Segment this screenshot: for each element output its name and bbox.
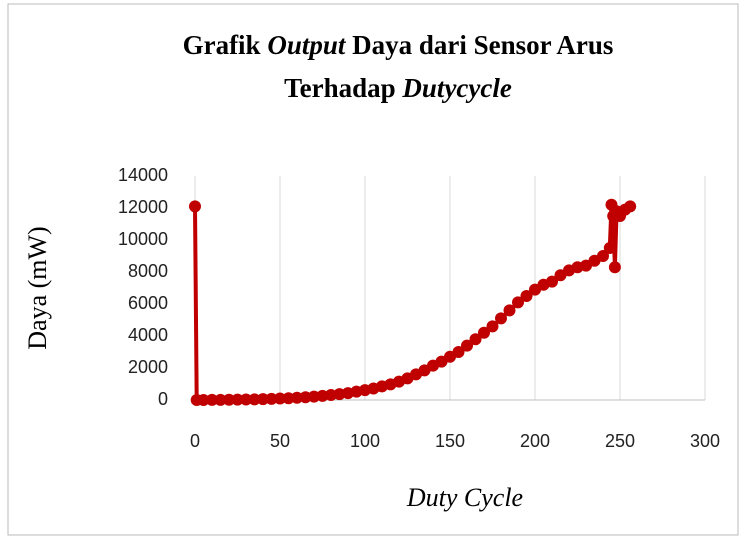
data-point xyxy=(461,339,473,352)
chart-title: Terhadap Dutycycle xyxy=(284,73,512,103)
x-tick-label: 100 xyxy=(350,431,380,451)
x-tick-label: 150 xyxy=(435,431,465,451)
data-point xyxy=(282,392,295,405)
y-tick-label: 8000 xyxy=(128,261,168,281)
data-point xyxy=(231,393,244,406)
data-point xyxy=(452,346,465,358)
y-tick-label: 0 xyxy=(158,389,168,409)
data-point xyxy=(603,242,616,254)
data-point xyxy=(546,275,558,288)
x-tick-label: 200 xyxy=(520,431,550,451)
data-point xyxy=(189,200,201,213)
data-point xyxy=(274,392,286,405)
data-point xyxy=(214,393,227,406)
x-tick-label: 50 xyxy=(270,431,290,451)
data-point xyxy=(223,393,235,406)
y-tick-label: 10000 xyxy=(118,229,168,249)
data-point xyxy=(495,312,507,325)
y-axis-label: Daya (mW) xyxy=(23,226,52,349)
data-point xyxy=(512,296,524,309)
data-point xyxy=(520,290,533,302)
y-tick-label: 6000 xyxy=(128,293,168,313)
data-point xyxy=(503,304,516,317)
chart-title: Grafik Output Daya dari Sensor Arus xyxy=(183,30,614,60)
x-tick-label: 0 xyxy=(190,431,200,451)
data-point xyxy=(291,391,303,404)
data-point xyxy=(597,250,609,262)
data-point xyxy=(206,393,218,406)
data-point xyxy=(240,393,252,406)
data-point xyxy=(486,320,499,333)
x-axis-label: Duty Cycle xyxy=(406,483,523,512)
data-point xyxy=(478,326,490,339)
y-tick-label: 4000 xyxy=(128,325,168,345)
x-tick-label: 300 xyxy=(690,431,720,451)
y-tick-label: 12000 xyxy=(118,197,168,217)
data-point xyxy=(265,392,278,405)
data-point xyxy=(469,333,482,346)
data-point xyxy=(197,393,210,406)
x-tick-label: 250 xyxy=(605,431,635,451)
data-point xyxy=(624,200,637,213)
y-tick-label: 14000 xyxy=(118,165,168,185)
data-point xyxy=(608,261,621,274)
y-tick-label: 2000 xyxy=(128,357,168,377)
data-point xyxy=(257,393,269,406)
data-point xyxy=(248,393,261,406)
